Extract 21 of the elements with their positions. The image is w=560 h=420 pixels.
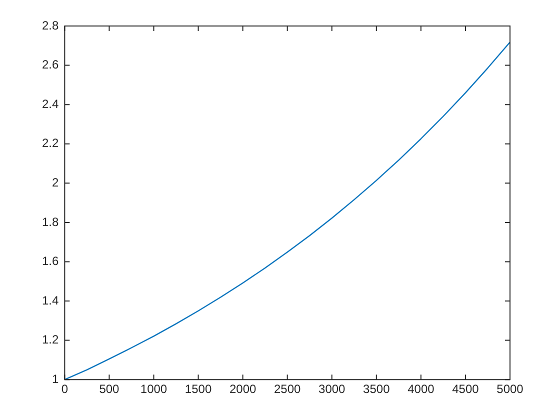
x-tick-label: 0	[61, 382, 68, 396]
y-tick-label: 2.8	[42, 18, 59, 32]
y-tick-label: 2.6	[42, 58, 59, 72]
y-tick-label: 1.6	[42, 254, 59, 268]
y-tick-label: 1	[52, 372, 59, 386]
y-tick-label: 2.2	[42, 136, 59, 150]
x-tick-label: 3500	[363, 382, 390, 396]
x-tick-label: 1000	[140, 382, 168, 396]
y-tick-label: 1.2	[42, 332, 59, 347]
y-tick-label: 1.8	[42, 214, 59, 229]
x-tick-label: 2500	[274, 382, 302, 396]
y-tick-label: 1.4	[42, 293, 59, 308]
x-tick-label: 4000	[408, 382, 435, 396]
x-tick-label: 500	[99, 382, 120, 396]
x-tick-label: 3000	[318, 382, 346, 396]
x-tick-label: 4500	[452, 382, 480, 396]
x-tick-label: 5000	[496, 382, 524, 396]
y-tick-label: 2.4	[42, 96, 59, 111]
x-tick-label: 1500	[184, 382, 212, 396]
y-tick-label: 2	[52, 175, 59, 190]
x-tick-label: 2000	[229, 382, 256, 396]
